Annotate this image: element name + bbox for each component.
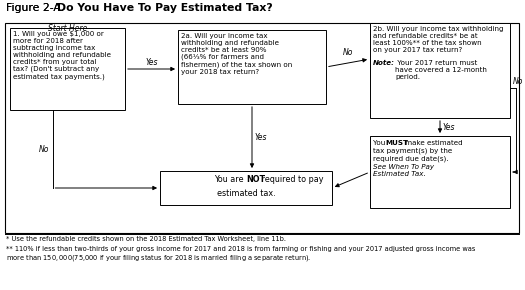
Text: Figure 2-A.: Figure 2-A. — [6, 3, 68, 13]
FancyBboxPatch shape — [370, 23, 510, 118]
Text: * Use the refundable credits shown on the 2018 Estimated Tax Worksheet, line 11b: * Use the refundable credits shown on th… — [6, 236, 286, 242]
Text: estimated tax.: estimated tax. — [217, 188, 275, 197]
Text: You are: You are — [214, 175, 246, 184]
FancyBboxPatch shape — [160, 171, 332, 205]
Text: 1. Will you owe $1,000 or
more for 2018 after
subtracting income tax
withholding: 1. Will you owe $1,000 or more for 2018 … — [13, 31, 111, 80]
Text: Start Here: Start Here — [48, 24, 88, 33]
Text: NOT: NOT — [246, 175, 265, 184]
Text: Your 2017 return must
have covered a 12-month
period.: Your 2017 return must have covered a 12-… — [395, 60, 487, 80]
Text: 2a. Will your income tax
withholding and refundable
credits* be at least 90%
(66: 2a. Will your income tax withholding and… — [181, 33, 292, 75]
Text: Figure 2-A. Do You Have To Pay Estimated Tax?: Figure 2-A. Do You Have To Pay Estimated… — [6, 3, 259, 13]
Text: MUST: MUST — [385, 140, 408, 146]
Text: No: No — [343, 48, 353, 57]
Text: tax payment(s) by the
required due date(s).: tax payment(s) by the required due date(… — [373, 148, 452, 162]
FancyBboxPatch shape — [5, 23, 519, 233]
Text: Yes: Yes — [255, 133, 268, 142]
Text: Do You Have To Pay Estimated Tax?: Do You Have To Pay Estimated Tax? — [57, 3, 273, 13]
Text: Note:: Note: — [373, 60, 395, 66]
Text: You: You — [373, 140, 387, 146]
Text: Yes: Yes — [443, 122, 456, 131]
Text: Figure 2-A.: Figure 2-A. — [6, 3, 68, 13]
FancyBboxPatch shape — [370, 136, 510, 208]
Text: make estimated: make estimated — [403, 140, 463, 146]
FancyBboxPatch shape — [178, 30, 326, 104]
Text: See When To Pay
Estimated Tax.: See When To Pay Estimated Tax. — [373, 164, 434, 177]
Text: required to pay: required to pay — [259, 175, 323, 184]
Text: No: No — [513, 77, 523, 86]
Text: Yes: Yes — [145, 58, 158, 67]
FancyBboxPatch shape — [10, 28, 125, 110]
Text: ** 110% if less than two-thirds of your gross income for 2017 and 2018 is from f: ** 110% if less than two-thirds of your … — [6, 246, 475, 263]
Text: No: No — [39, 144, 49, 153]
Text: 2b. Will your income tax withholding
and refundable credits* be at
least 100%** : 2b. Will your income tax withholding and… — [373, 26, 503, 53]
